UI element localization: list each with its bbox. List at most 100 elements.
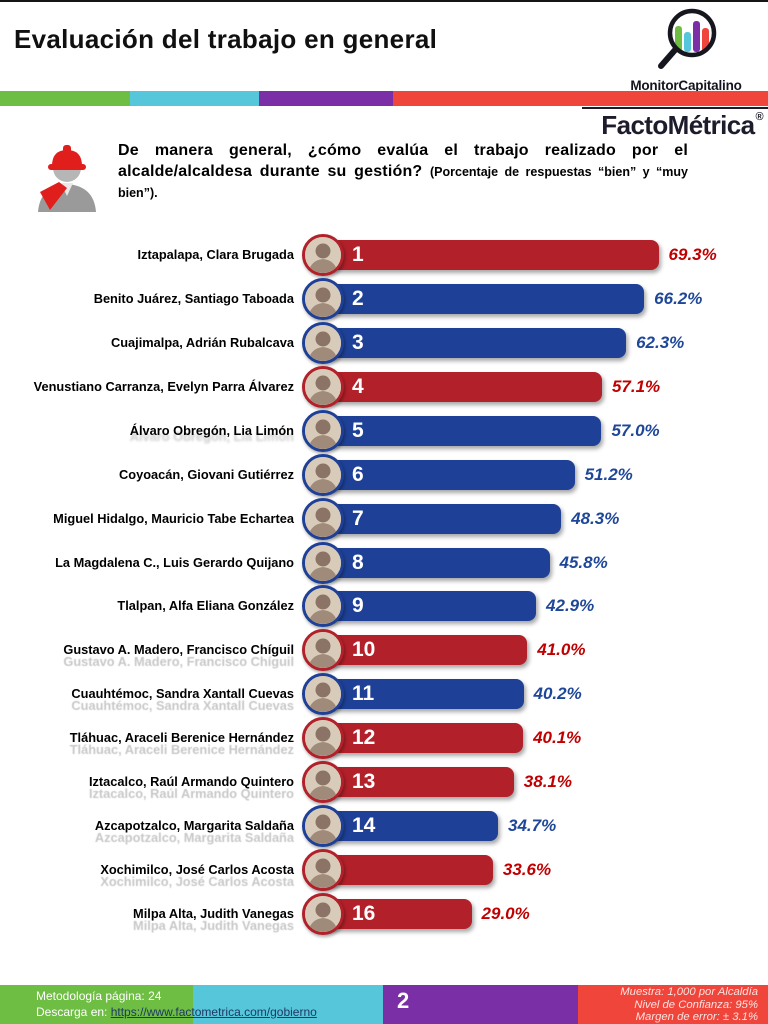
chart-row: Coyoacán, Giovani Gutiérrez 6 51.2% xyxy=(0,453,768,497)
alcaldia-name-label: Milpa Alta, Judith Vanegas xyxy=(133,905,294,921)
rank-number: 2 xyxy=(352,286,364,310)
person-avatar-icon xyxy=(305,368,341,405)
footer-block-purple xyxy=(383,985,578,1024)
result-bar: 5 xyxy=(322,415,602,446)
chart-row: Tláhuac, Araceli Berenice Hernández 12 4… xyxy=(0,716,768,760)
percentage-label: 45.8% xyxy=(559,552,608,572)
rank-number: 11 xyxy=(352,682,375,706)
percentage-label: 33.6% xyxy=(502,860,552,880)
rank-number: 9 xyxy=(352,594,364,618)
download-link[interactable]: https://www.factometrica.com/gobierno xyxy=(110,1005,317,1019)
top-border-line xyxy=(0,0,768,2)
result-bar: 7 xyxy=(322,503,562,534)
result-bar: 2 xyxy=(322,283,645,314)
result-bar: 16 xyxy=(322,898,472,929)
result-bar: 10 xyxy=(322,635,528,666)
mayor-photo-avatar xyxy=(302,761,344,804)
registered-mark: ® xyxy=(755,111,763,124)
alcaldia-name-label: Gustavo A. Madero, Francisco Chíguil xyxy=(63,642,294,658)
chart-row: La Magdalena C., Luis Gerardo Quijano 8 … xyxy=(0,541,768,585)
rank-number: 8 xyxy=(352,550,364,574)
mayor-photo-avatar xyxy=(302,234,344,276)
alcaldia-name-label: Benito Juárez, Santiago Taboada xyxy=(93,290,294,306)
percentage-label: 41.0% xyxy=(537,640,586,660)
alcaldia-name-label: Cuauhtémoc, Sandra Xantall Cuevas xyxy=(71,686,294,702)
rank-number: 5 xyxy=(352,418,364,442)
magnifier-buildings-icon xyxy=(658,8,717,69)
result-bar: 14 xyxy=(322,811,498,842)
footer-stats: Muestra: 1,000 por Alcaldía Nivel de Con… xyxy=(620,986,758,1024)
result-bar: 11 xyxy=(322,679,524,710)
percentage-label: 66.2% xyxy=(654,288,703,308)
mayor-photo-avatar xyxy=(302,585,344,628)
mayor-photo-avatar xyxy=(302,892,344,935)
footer-block-red xyxy=(578,985,768,1024)
rank-number: 3 xyxy=(352,330,364,354)
alcaldia-name-label: Iztapalapa, Clara Brugada xyxy=(137,247,294,262)
alcaldia-name-label: Miguel Hidalgo, Mauricio Tabe Echartea xyxy=(53,510,294,526)
chart-row: Benito Juárez, Santiago Taboada 2 66.2% xyxy=(0,277,768,321)
person-avatar-icon xyxy=(305,676,341,713)
mayor-photo-avatar xyxy=(302,541,344,584)
percentage-label: 62.3% xyxy=(636,332,685,352)
rank-number: 7 xyxy=(352,506,364,530)
person-avatar-icon xyxy=(305,895,341,932)
result-bar: 9 xyxy=(322,591,537,622)
page-number: 2 xyxy=(397,988,410,1013)
margin-error-text: Margen de error: ± 3.1% xyxy=(635,1011,758,1023)
mayor-photo-avatar xyxy=(302,277,344,320)
rank-number: 10 xyxy=(352,638,376,662)
page-title: Evaluación del trabajo en general xyxy=(14,24,438,54)
survey-question: De manera general, ¿cómo evalúa el traba… xyxy=(118,140,688,204)
footer-color-band xyxy=(0,985,768,1024)
footer-block-green xyxy=(0,985,193,1024)
percentage-label: 51.2% xyxy=(584,464,633,484)
rank-number: 12 xyxy=(352,726,376,750)
person-avatar-icon xyxy=(305,280,341,317)
percentage-label: 57.1% xyxy=(611,376,661,396)
chart-row: Azcapotzalco, Margarita Saldaña 14 34.7% xyxy=(0,804,768,848)
color-stripe xyxy=(0,91,768,106)
person-avatar-icon xyxy=(305,632,341,669)
person-avatar-icon xyxy=(305,500,341,537)
chart-row: Gustavo A. Madero, Francisco Chíguil 10 … xyxy=(0,628,768,672)
percentage-label: 29.0% xyxy=(481,903,530,923)
alcaldia-name-label: Tlalpan, Alfa Eliana González xyxy=(117,598,294,614)
methodology-text: Metodología página: 24 xyxy=(36,989,162,1003)
alcaldia-name-label: Cuajimalpa, Adrián Rubalcava xyxy=(110,334,294,350)
alcaldia-name-label: Venustiano Carranza, Evelyn Parra Álvare… xyxy=(33,378,294,394)
alcaldia-name-label: La Magdalena C., Luis Gerardo Quijano xyxy=(55,554,294,570)
download-prefix: Descarga en: xyxy=(36,1005,111,1019)
person-avatar-icon xyxy=(305,764,341,801)
factometrica-logo: FactoMétrica® xyxy=(601,110,763,141)
result-bar: 6 xyxy=(322,459,575,490)
question-note: (Porcentaje de respuestas “bien” y “muy … xyxy=(118,165,688,200)
alcaldia-name-label: Xochimilco, José Carlos Acosta xyxy=(100,862,294,878)
sample-size-text: Muestra: 1,000 por Alcaldía xyxy=(620,986,758,998)
monitor-capitalino-logo: MonitorCapitalino xyxy=(610,6,762,93)
rank-number: 4 xyxy=(352,374,364,398)
mayor-photo-avatar xyxy=(302,321,344,364)
result-bar: 3 xyxy=(322,327,627,358)
stripe-green xyxy=(0,91,130,106)
person-avatar-icon xyxy=(305,852,341,889)
factometrica-wordmark: FactoMétrica xyxy=(601,110,755,140)
alcaldia-name-label: Álvaro Obregón, Lia Limón xyxy=(129,422,294,438)
chart-row: Miguel Hidalgo, Mauricio Tabe Echartea 7… xyxy=(0,497,768,541)
person-avatar-icon xyxy=(305,324,341,361)
construction-worker-icon xyxy=(28,136,106,219)
result-bar: 1 xyxy=(322,240,659,270)
person-avatar-icon xyxy=(305,720,341,757)
chart-row: Tlalpan, Alfa Eliana González 9 42.9% xyxy=(0,584,768,628)
result-bar: 13 xyxy=(322,767,514,798)
chart-row: Álvaro Obregón, Lia Limón 5 57.0% xyxy=(0,409,768,453)
mayor-photo-avatar xyxy=(302,717,344,760)
stripe-cyan xyxy=(130,91,259,106)
mayor-photo-avatar xyxy=(302,497,344,540)
rank-number: 14 xyxy=(352,814,376,838)
percentage-label: 57.0% xyxy=(611,420,660,440)
mayor-photo-avatar xyxy=(302,409,344,452)
alcaldia-name-label: Iztacalco, Raúl Armando Quintero xyxy=(88,774,294,790)
question-text: De manera general, ¿cómo evalúa el traba… xyxy=(118,142,688,180)
chart-row: Cuauhtémoc, Sandra Xantall Cuevas 11 40.… xyxy=(0,672,768,716)
